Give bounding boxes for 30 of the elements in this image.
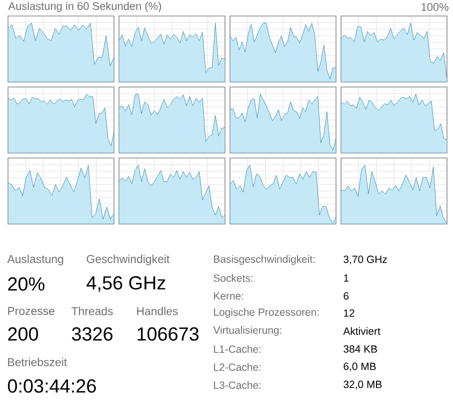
text: 100% xyxy=(422,3,448,11)
text: Geschwindigkeit xyxy=(86,254,170,266)
text: 32,0 MB xyxy=(344,380,382,390)
text: Basisgeschwindigkeit: xyxy=(214,255,315,265)
text: Prozesse xyxy=(8,307,54,315)
text: Sockets: xyxy=(214,274,252,282)
text: L1-Cache: xyxy=(214,345,261,353)
text: Auslastung xyxy=(7,254,64,266)
text: 384 KB xyxy=(344,345,377,353)
text: Betriebszeit xyxy=(8,358,67,366)
text: Kerne: xyxy=(214,292,244,300)
text: 1 xyxy=(344,274,348,282)
chart-title: Auslastung in 60 Sekunden (%) xyxy=(8,2,162,12)
text: 3,70 GHz xyxy=(344,256,387,264)
text: Virtualisierung: xyxy=(213,326,282,336)
text: 3326 xyxy=(72,327,112,341)
text: Logische Prozessoren: xyxy=(214,308,319,318)
text: Handles xyxy=(137,306,178,316)
text: 200 xyxy=(8,327,38,341)
text: 20% xyxy=(8,277,44,291)
text: 12 xyxy=(344,309,354,317)
text: 4,56 GHz xyxy=(86,276,166,292)
text: L3-Cache: xyxy=(214,381,261,389)
text: 6,0 MB xyxy=(344,362,376,372)
text: L2-Cache: xyxy=(214,363,261,371)
text: Aktiviert xyxy=(343,327,380,335)
text: Threads xyxy=(71,306,113,316)
text: 106673 xyxy=(138,327,199,341)
text: 6 xyxy=(344,292,349,300)
text: 0:03:44:26 xyxy=(8,379,96,393)
